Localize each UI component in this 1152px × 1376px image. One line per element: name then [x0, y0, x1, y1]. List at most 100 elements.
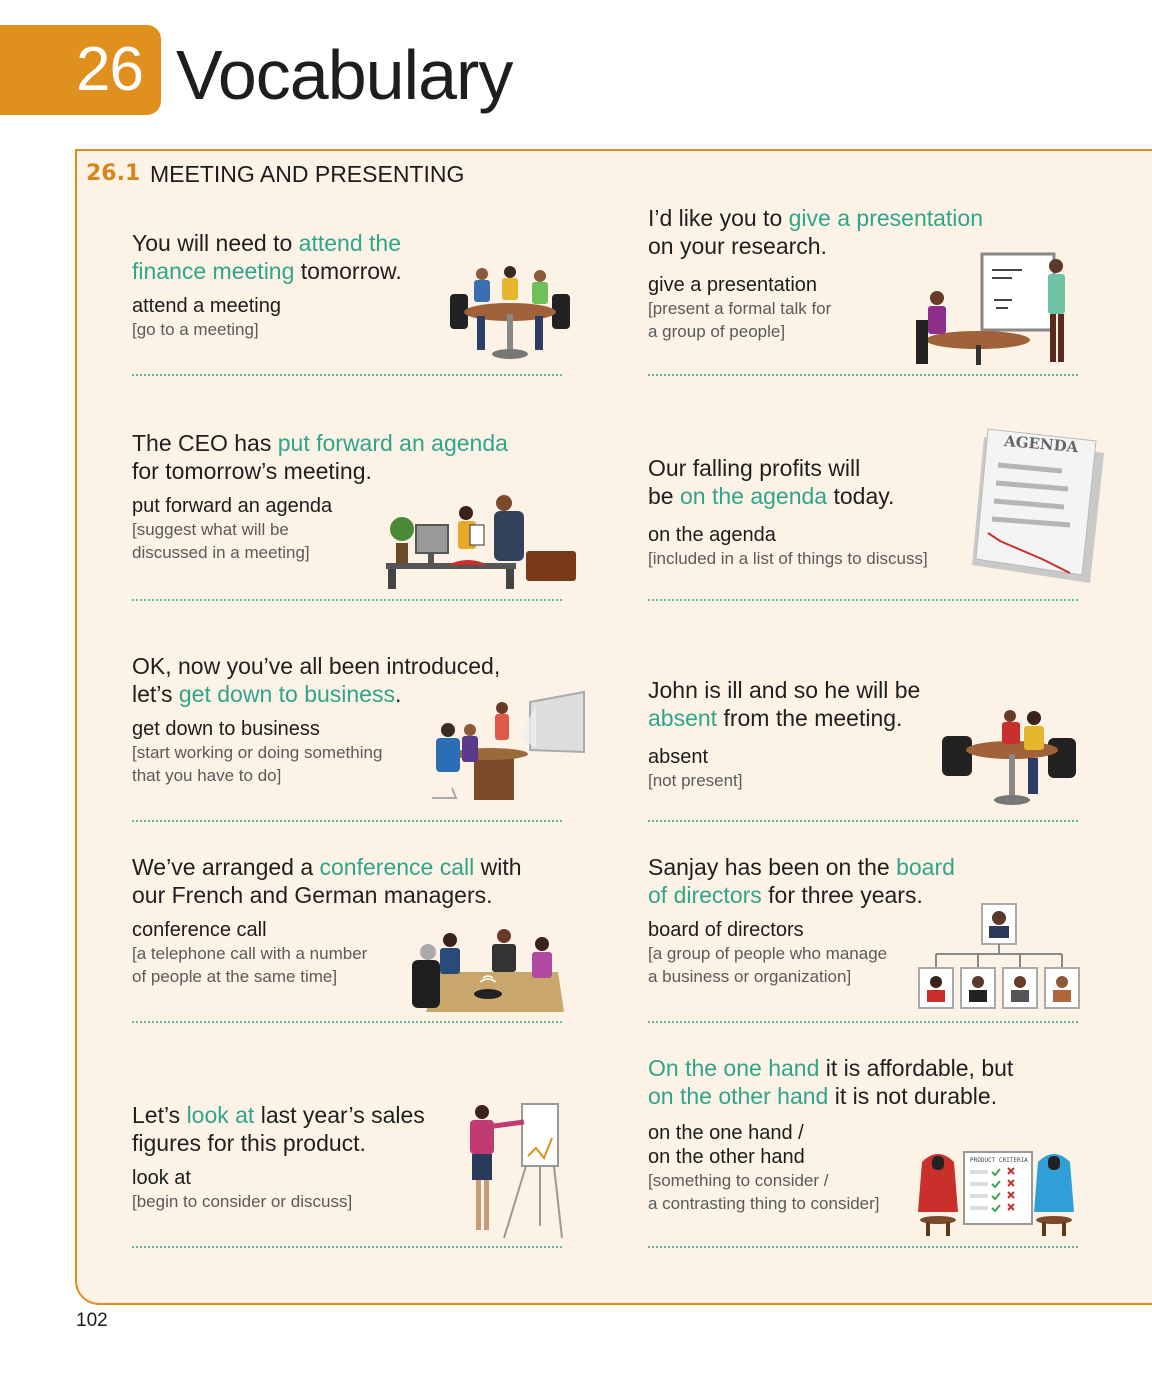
highlighted-phrase: give a presentation [788, 205, 983, 231]
presentation-illustration [916, 252, 1065, 365]
highlighted-phrase: of directors [648, 882, 762, 908]
highlighted-phrase: get down to business [178, 681, 395, 707]
entry-hand: On the one hand it is affordable, but on … [648, 1054, 1068, 1215]
vocab-definition: [present a formal talk for a group of pe… [648, 299, 832, 341]
example-sentence: On the one hand it is affordable, but on … [648, 1054, 1068, 1110]
sentence-text: Our falling profits will [648, 455, 861, 481]
example-sentence: We’ve arranged a conference call with our… [132, 853, 562, 909]
page-number: 102 [76, 1310, 108, 1331]
sentence-text: Let’s [132, 1102, 187, 1128]
divider [132, 374, 562, 376]
example-sentence: I’d like you to give a presentation on yo… [648, 204, 1028, 260]
vocab-term: give a presentation [648, 274, 818, 296]
highlighted-phrase: on the other hand [648, 1083, 829, 1109]
vocab-term: conference call [132, 919, 267, 941]
vocab-definition: [included in a list of things to discuss… [648, 549, 928, 568]
entry-on-agenda: Our falling profits will be on the agenda… [648, 454, 958, 570]
highlighted-phrase: put forward an agenda [277, 430, 508, 456]
sentence-text: . [394, 681, 402, 707]
sentence-text: today. [827, 483, 895, 509]
agenda-document-illustration: AGENDA [972, 428, 1104, 583]
example-sentence: The CEO has put forward an agenda for tom… [132, 429, 532, 485]
vocab-definition: [suggest what will be discussed in a mee… [132, 520, 310, 562]
entry-agenda: The CEO has put forward an agenda for tom… [132, 429, 532, 564]
small-meeting-illustration [942, 710, 1076, 805]
meeting-illustration [450, 266, 570, 359]
example-sentence: Sanjay has been on the board of directors… [648, 853, 978, 909]
example-sentence: You will need to attend the finance meeti… [132, 229, 442, 285]
vocab-term: absent [648, 746, 709, 768]
vocab-definition: [a telephone call with a number of peopl… [132, 944, 368, 986]
sentence-text: tomorrow. [294, 258, 402, 284]
entry-absent: John is ill and so he will be absent from… [648, 676, 958, 792]
divider [648, 820, 1078, 822]
sentence-text: The CEO has [132, 430, 278, 456]
vocab-term: attend a meeting [132, 295, 281, 317]
divider [132, 1021, 562, 1023]
highlighted-phrase: look at [186, 1102, 255, 1128]
highlighted-phrase: board [896, 854, 955, 880]
entry-business: OK, now you’ve all been introduced, let’s… [132, 652, 542, 787]
section-number: 26.1 [86, 161, 141, 186]
highlighted-phrase: absent [648, 705, 718, 731]
sentence-text: OK, now you’ve all been introduced, [132, 653, 501, 679]
vocab-term: get down to business [132, 718, 320, 740]
divider [648, 1021, 1078, 1023]
sentence-text: let’s [132, 681, 179, 707]
sentence-text: on your research. [648, 233, 827, 259]
sentence-text: it is not durable. [828, 1083, 998, 1109]
vocab-definition: [begin to consider or discuss] [132, 1192, 353, 1211]
divider [132, 599, 562, 601]
sentence-text: You will need to [132, 230, 299, 256]
chapter-number: 26 [0, 25, 161, 115]
divider [132, 820, 562, 822]
vocab-term: put forward an agenda [132, 495, 333, 517]
sentence-text: be [648, 483, 680, 509]
vocab-term: on the one hand / on the other hand [648, 1122, 805, 1168]
vocab-term: look at [132, 1167, 191, 1189]
highlighted-phrase: On the one hand [648, 1055, 820, 1081]
highlighted-phrase: attend the [298, 230, 401, 256]
vocab-term: board of directors [648, 919, 804, 941]
chapter-title: Vocabulary [176, 36, 513, 114]
sentence-text: with [474, 854, 522, 880]
entry-conference: We’ve arranged a conference call with our… [132, 853, 562, 988]
divider [132, 1246, 562, 1248]
example-sentence: Let’s look at last year’s sales figures f… [132, 1101, 462, 1157]
highlighted-phrase: on the agenda [679, 483, 828, 509]
divider [648, 599, 1078, 601]
example-sentence: OK, now you’ve all been introduced, let’s… [132, 652, 542, 708]
highlighted-phrase: conference call [319, 854, 475, 880]
vocab-definition: [something to consider / a contrasting t… [648, 1171, 880, 1213]
vocab-definition: [go to a meeting] [132, 320, 259, 339]
sentence-text: We’ve arranged a [132, 854, 320, 880]
vocab-definition: [a group of people who manage a business… [648, 944, 888, 986]
presentation-screen-illustration [432, 690, 585, 800]
sentence-text: John is ill and so he will be [648, 677, 921, 703]
flipchart-presenter-illustration [470, 1103, 563, 1239]
sentence-text: from the meeting. [717, 705, 903, 731]
example-sentence: John is ill and so he will be absent from… [648, 676, 958, 732]
vocab-definition: [not present] [648, 771, 743, 790]
sentence-text: for three years. [761, 882, 923, 908]
entry-attend: You will need to attend the finance meeti… [132, 229, 442, 341]
sentence-text: I’d like you to [648, 205, 789, 231]
sentence-text: Sanjay has been on the [648, 854, 897, 880]
office-desk-illustration [386, 495, 576, 589]
sentence-text: our French and German managers. [132, 882, 493, 908]
product-criteria-illustration: PRODUCT CRITERIA [918, 1151, 1074, 1236]
section-title: MEETING AND PRESENTING [150, 161, 465, 187]
divider [648, 1246, 1078, 1248]
sentence-text: last year’s sales [254, 1102, 425, 1128]
criteria-title: PRODUCT CRITERIA [970, 1157, 1028, 1164]
divider [648, 374, 1078, 376]
highlighted-phrase: finance meeting [132, 258, 295, 284]
entry-board: Sanjay has been on the board of directors… [648, 853, 978, 988]
vocab-definition: [start working or doing something that y… [132, 743, 383, 785]
entry-look: Let’s look at last year’s sales figures f… [132, 1101, 462, 1213]
vocab-term: on the agenda [648, 524, 776, 546]
sentence-text: figures for this product. [132, 1130, 366, 1156]
example-sentence: Our falling profits will be on the agenda… [648, 454, 958, 510]
org-chart-illustration [918, 903, 1080, 1009]
entry-presentation: I’d like you to give a presentation on yo… [648, 204, 1028, 343]
